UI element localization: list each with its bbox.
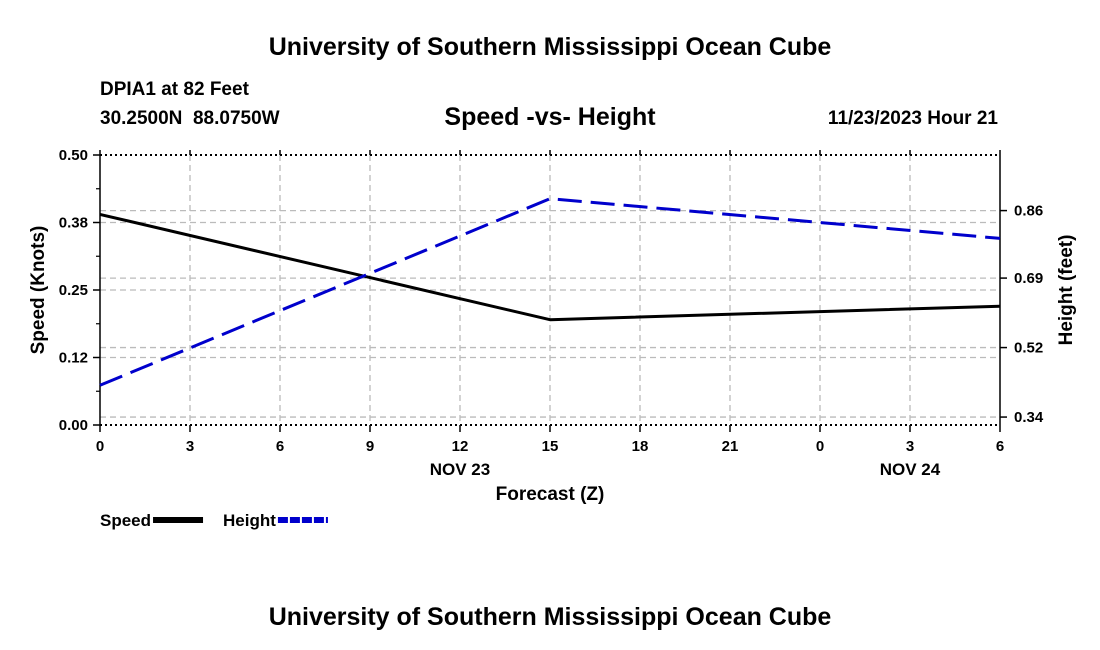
x-tick-label: 18: [632, 438, 649, 455]
y2-axis-label: Height (feet): [1056, 235, 1077, 346]
legend: Speed Height: [100, 511, 328, 530]
legend-label-height: Height: [223, 511, 276, 530]
x-tick-label: 0: [96, 438, 104, 455]
station-coords: 30.2500N 88.0750W: [100, 108, 280, 129]
x-date-label: NOV 23: [430, 460, 490, 479]
x-tick-label: 0: [816, 438, 824, 455]
x-tick-label: 6: [276, 438, 284, 455]
chart-title: Speed -vs- Height: [444, 103, 656, 131]
x-tick-label: 21: [722, 438, 739, 455]
footer-title: University of Southern Mississippi Ocean…: [269, 603, 832, 631]
y-tick-label: 0.12: [59, 350, 88, 367]
timestamp: 11/23/2023 Hour 21: [828, 108, 998, 129]
y-tick-label: 0.25: [59, 282, 88, 299]
y-axis-label: Speed (Knots): [28, 226, 49, 355]
y-tick-label: 0.38: [59, 215, 88, 232]
grid: [100, 155, 1000, 425]
x-tick-label: 12: [452, 438, 469, 455]
y-tick-label: 0.00: [59, 417, 88, 434]
y2-tick-label: 0.69: [1014, 270, 1043, 287]
y2-tick-label: 0.86: [1014, 203, 1043, 220]
station-name: DPIA1 at 82 Feet: [100, 79, 250, 100]
y2-tick-label: 0.34: [1014, 409, 1044, 426]
x-tick-label: 15: [542, 438, 559, 455]
page-title: University of Southern Mississippi Ocean…: [269, 33, 832, 61]
x-tick-label: 6: [996, 438, 1004, 455]
series-line-speed: [99, 212, 1001, 322]
x-tick-label: 3: [906, 438, 914, 455]
y-tick-label: 0.50: [59, 147, 88, 164]
axes: 0 3 6 9 12 15 18 21 0 3 6 NOV 23 NOV 24 0.00 0.12 0.25 0…: [59, 147, 1044, 479]
x-tick-label: 3: [186, 438, 194, 455]
x-tick-label: 9: [366, 438, 374, 455]
legend-label-speed: Speed: [100, 511, 151, 530]
x-date-label: NOV 24: [880, 460, 941, 479]
x-axis-label: Forecast (Z): [496, 484, 605, 505]
series-lines: [99, 197, 1001, 387]
y2-tick-label: 0.52: [1014, 340, 1043, 357]
